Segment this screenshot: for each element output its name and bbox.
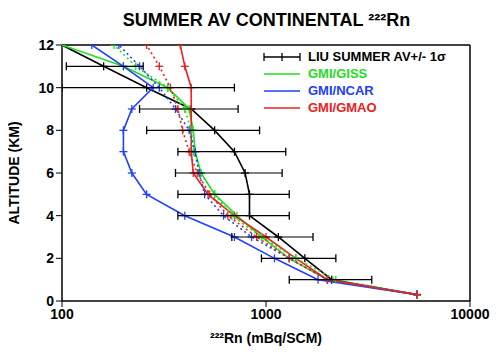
svg-text:100: 100 [50,305,74,322]
svg-text:4: 4 [46,208,54,224]
svg-text:6: 6 [46,165,54,181]
svg-text:ALTITUDE (KM): ALTITUDE (KM) [8,121,22,224]
svg-text:1000: 1000 [250,306,281,322]
html-text:GMI/NCAR: GMI/NCAR [308,83,374,98]
html-text:SUMMER AV CONTINENTAL ²²²Rn: SUMMER AV CONTINENTAL ²²²Rn [122,10,411,30]
svg-text:12: 12 [38,37,54,53]
html-text:GMI/GMAO: GMI/GMAO [308,100,377,115]
svg-text:²²²Rn (mBq/SCM): ²²²Rn (mBq/SCM) [210,330,322,346]
html-text:LIU SUMMER AV+/- 1σ: LIU SUMMER AV+/- 1σ [308,49,446,64]
svg-text:2: 2 [46,250,54,266]
svg-text:10000: 10000 [451,306,490,322]
svg-text:0: 0 [46,293,54,309]
svg-text:10: 10 [38,80,54,96]
svg-text:8: 8 [46,122,54,138]
html-text:GMI/GISS: GMI/GISS [308,66,368,81]
